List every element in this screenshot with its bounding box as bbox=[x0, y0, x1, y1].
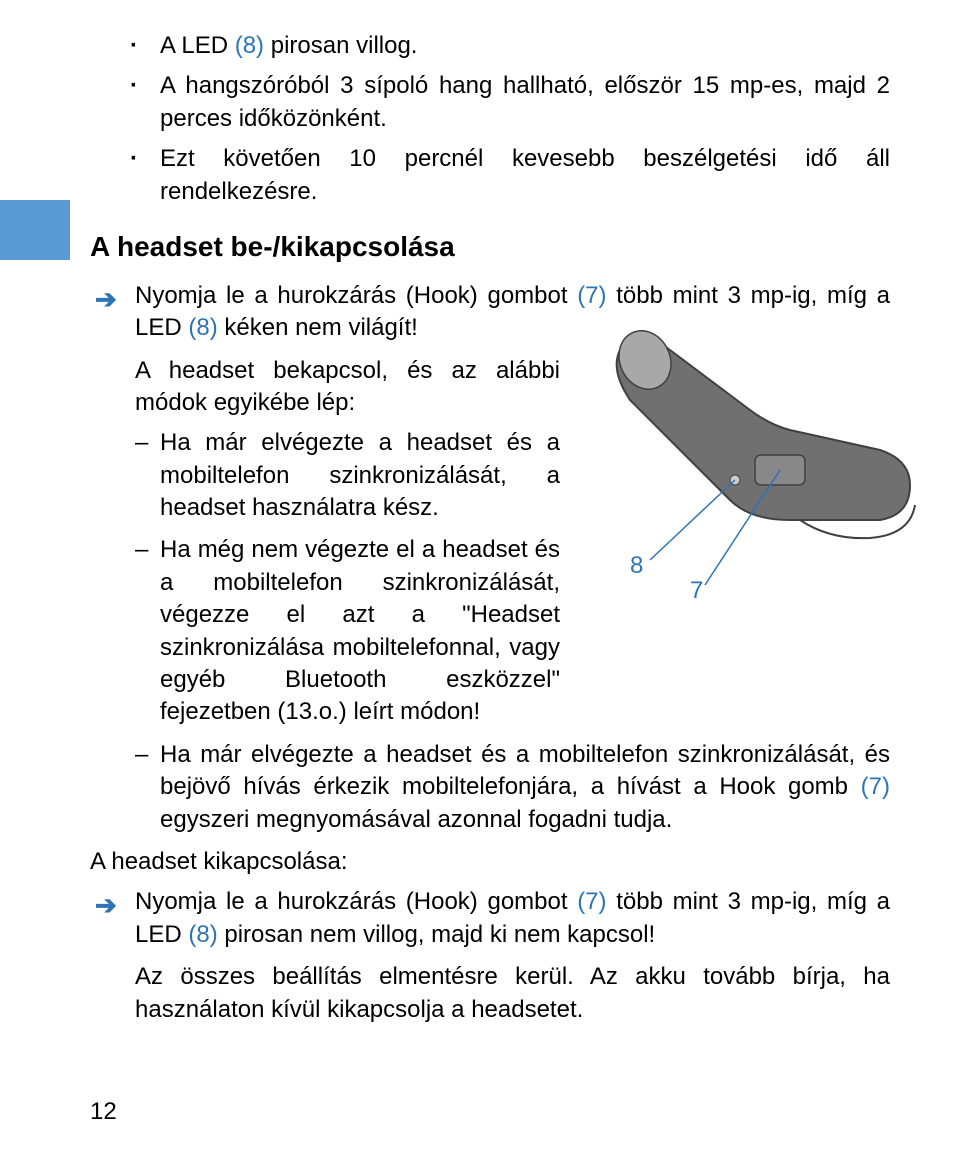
text: pirosan villog. bbox=[264, 32, 417, 59]
text: Ha már elvégezte a headset és a mobiltel… bbox=[160, 429, 560, 521]
text: kéken nem világít! bbox=[218, 314, 418, 341]
reference-number: (7) bbox=[577, 282, 606, 309]
text: A hangszóróból 3 sípoló hang hallható, e… bbox=[160, 72, 890, 131]
text: egyszeri megnyomásával azonnal fogadni t… bbox=[160, 806, 672, 833]
instruction-step: ➔ Nyomja le a hurokzárás (Hook) gombot (… bbox=[90, 886, 890, 951]
section-heading: A headset be-/kikapcsolása bbox=[90, 228, 890, 266]
callout-label-7: 7 bbox=[690, 575, 703, 607]
text: Nyomja le a hurokzárás (Hook) gombot bbox=[135, 888, 577, 915]
reference-number: (8) bbox=[188, 921, 217, 948]
reference-number: (7) bbox=[577, 888, 606, 915]
arrow-icon: ➔ bbox=[95, 282, 117, 317]
headset-illustration: 8 7 bbox=[590, 310, 930, 610]
paragraph: Az összes beállítás elmentésre kerül. Az… bbox=[90, 961, 890, 1026]
side-tab bbox=[0, 200, 70, 260]
callout-label-8: 8 bbox=[630, 550, 643, 582]
arrow-icon: ➔ bbox=[95, 888, 117, 923]
reference-number: (8) bbox=[235, 32, 264, 59]
reference-number: (7) bbox=[861, 773, 890, 800]
text: Ha még nem végezte el a headset és a mob… bbox=[160, 536, 560, 725]
text: Nyomja le a hurokzárás (Hook) gombot bbox=[135, 282, 577, 309]
list-item: A hangszóróból 3 sípoló hang hallható, e… bbox=[130, 70, 890, 135]
list-item: A LED (8) pirosan villog. bbox=[130, 30, 890, 62]
reference-number: (8) bbox=[188, 314, 217, 341]
text: Ezt követően 10 percnél kevesebb beszélg… bbox=[160, 145, 890, 204]
page-number: 12 bbox=[90, 1096, 890, 1128]
document-page: A LED (8) pirosan villog. A hangszóróból… bbox=[0, 0, 960, 1168]
text: pirosan nem villog, majd ki nem kapcsol! bbox=[218, 921, 656, 948]
text: A LED bbox=[160, 32, 235, 59]
sub-heading: A headset kikapcsolása: bbox=[90, 846, 890, 878]
list-item: Ha már elvégezte a headset és a mobiltel… bbox=[135, 739, 890, 836]
intro-bullet-list: A LED (8) pirosan villog. A hangszóróból… bbox=[90, 30, 890, 208]
list-item: Ezt követően 10 percnél kevesebb beszélg… bbox=[130, 143, 890, 208]
text: Ha már elvégezte a headset és a mobiltel… bbox=[160, 741, 890, 800]
